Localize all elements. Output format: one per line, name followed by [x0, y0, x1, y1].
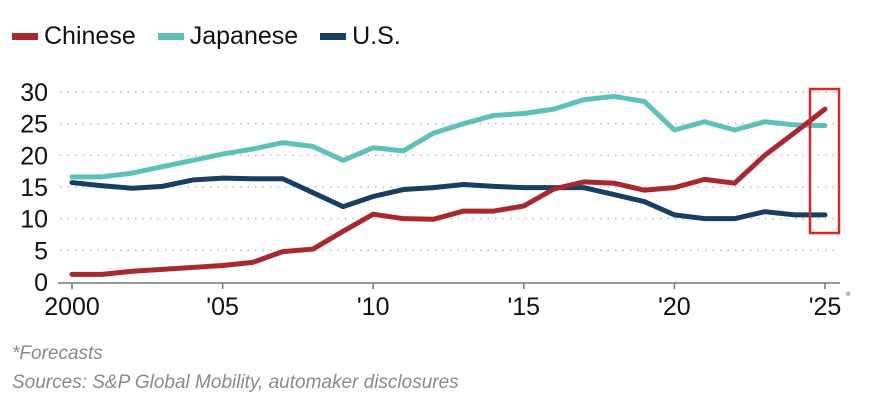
- series-line-chinese: [69, 106, 828, 277]
- legend-swatch: [157, 33, 184, 40]
- y-tick-label: 10: [20, 206, 48, 234]
- forecasts-note: *Forecasts: [12, 343, 103, 364]
- legend-swatch: [320, 33, 347, 40]
- legend-swatch: [12, 33, 38, 40]
- x-tick-label: '05: [206, 293, 239, 321]
- x-tick-label: '25: [809, 293, 842, 321]
- forecast-asterisk: *: [845, 289, 851, 306]
- legend-item: Chinese: [12, 22, 136, 51]
- legend: Chinese Japanese U.S.: [12, 22, 401, 51]
- x-tick-label: 2000: [44, 293, 100, 321]
- y-tick-label: 25: [20, 111, 48, 139]
- legend-label: Chinese: [44, 22, 136, 50]
- highlight-box: [808, 87, 841, 235]
- y-tick-label: 5: [34, 237, 48, 265]
- y-tick-label: 15: [20, 174, 48, 202]
- x-tick-label: '20: [658, 293, 691, 321]
- y-tick-label: 20: [20, 142, 48, 170]
- line-chart: 0 5 10 15 20 25 30 2000 '05 '10 '15 '20 '25 *: [20, 79, 851, 321]
- x-tick-label: '15: [508, 293, 541, 321]
- series-line-us: [69, 175, 828, 222]
- y-tick-label: 0: [34, 269, 48, 297]
- series-line-japanese: [69, 93, 828, 180]
- sources-note: Sources: S&P Global Mobility, automaker …: [12, 372, 459, 393]
- y-tick-label: 30: [20, 79, 48, 107]
- legend-label: Japanese: [189, 22, 299, 50]
- x-tick-label: '10: [357, 293, 390, 321]
- legend-label: U.S.: [352, 22, 401, 50]
- legend-item: U.S.: [320, 22, 401, 51]
- legend-item: Japanese: [157, 22, 299, 51]
